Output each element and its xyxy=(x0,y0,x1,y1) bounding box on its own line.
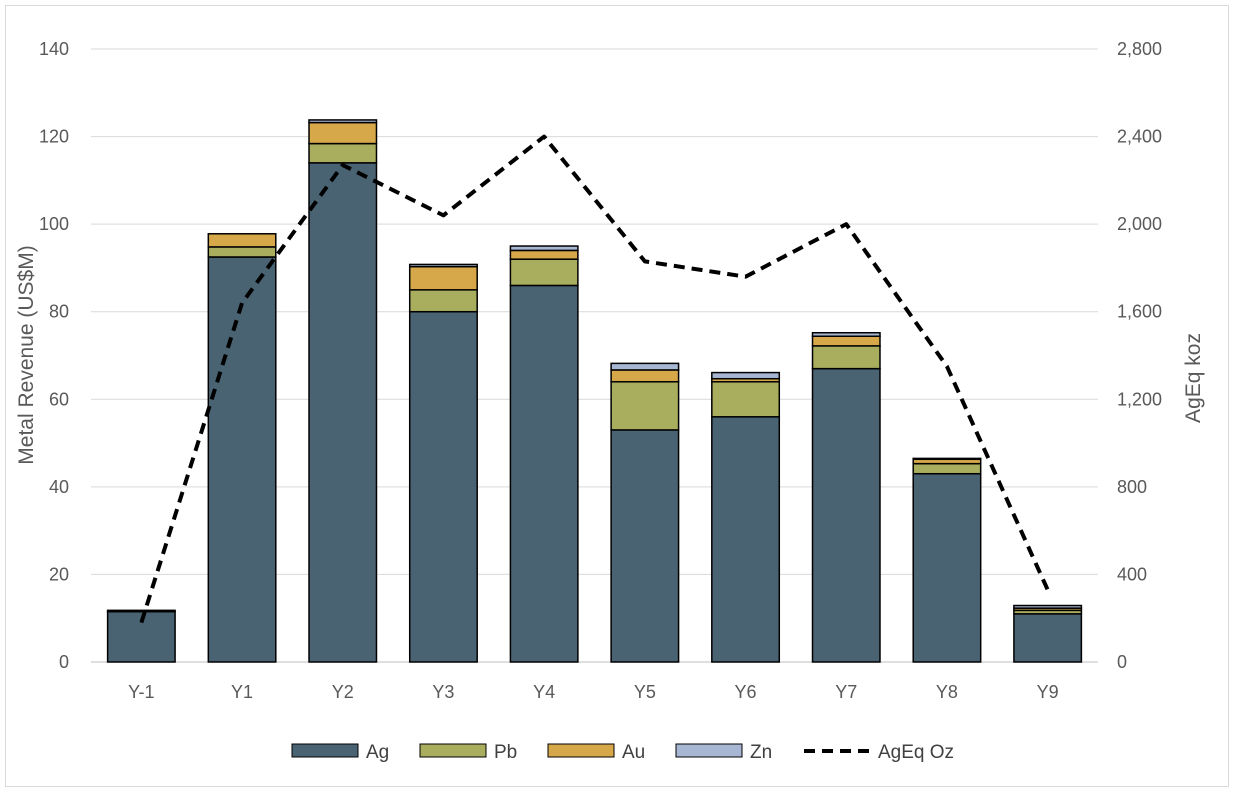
bar-zn-y2 xyxy=(308,119,378,124)
bar-pb-y8 xyxy=(912,462,982,475)
y-tick-label: 60 xyxy=(49,389,69,409)
bar-au-y1 xyxy=(207,233,277,248)
bar-ag-y3 xyxy=(408,310,478,663)
y2-axis-title: AgEq koz xyxy=(1182,333,1205,423)
bar-zn-y8 xyxy=(912,457,982,461)
bars xyxy=(106,119,1083,663)
y2-tick-label: 2,000 xyxy=(1117,214,1162,234)
legend-label-ageq: AgEq Oz xyxy=(878,742,954,763)
legend-label-zn: Zn xyxy=(750,742,772,763)
tick-labels: 0 20 40 60 80 100 120 140 0 400 800 1,200 1,600 2,000… xyxy=(39,39,1162,702)
bar-ag-y1 xyxy=(207,256,277,663)
legend-swatch-pb xyxy=(419,743,487,758)
y-axis-title: Metal Revenue (US$M) xyxy=(15,245,38,464)
agEq-line-layer xyxy=(139,134,1050,624)
y-tick-label: 0 xyxy=(59,652,69,672)
y2-tick-label: 2,400 xyxy=(1117,127,1162,147)
y-tick-label: 100 xyxy=(39,214,69,234)
bar-ag-y8 xyxy=(912,472,982,663)
y-tick-label: 20 xyxy=(49,564,69,584)
y2-tick-label: 1,200 xyxy=(1117,389,1162,409)
legend-swatch-zn xyxy=(675,743,743,758)
bar-ag-y5 xyxy=(610,429,680,663)
y-tick-label: 80 xyxy=(49,302,69,322)
y-tick-label: 40 xyxy=(49,477,69,497)
legend-swatch-ag xyxy=(291,743,359,758)
x-tick-label: Y2 xyxy=(332,682,354,702)
legend-label-pb: Pb xyxy=(494,742,517,763)
y2-tick-label: 2,800 xyxy=(1117,39,1162,59)
x-tick-label: Y1 xyxy=(231,682,253,702)
x-tick-label: Y7 xyxy=(835,682,857,702)
bar-zn-y9 xyxy=(1013,604,1083,609)
bar-ag-y2 xyxy=(308,162,378,663)
bar-pb-y6 xyxy=(711,381,781,418)
bar-pb-y5 xyxy=(610,381,680,431)
bar-au-y7 xyxy=(811,335,881,347)
x-tick-label: Y5 xyxy=(634,682,656,702)
bar-ag-y-1 xyxy=(106,610,176,663)
x-tick-label: Y6 xyxy=(735,682,757,702)
bar-pb-y2 xyxy=(308,142,378,164)
bar-pb-y3 xyxy=(408,289,478,313)
x-tick-label: Y4 xyxy=(533,682,555,702)
bar-zn-y6 xyxy=(711,371,781,380)
bar-zn-y7 xyxy=(811,331,881,337)
bar-zn-y3 xyxy=(408,263,478,268)
x-tick-label: Y9 xyxy=(1037,682,1059,702)
bar-au-y5 xyxy=(610,369,680,383)
y-tick-label: 120 xyxy=(39,127,69,147)
bar-pb-y4 xyxy=(509,258,579,287)
bar-au-y3 xyxy=(408,265,478,291)
x-tick-label: Y-1 xyxy=(128,682,154,702)
bar-zn-y5 xyxy=(610,362,680,371)
y2-tick-label: 800 xyxy=(1117,477,1147,497)
y2-tick-label: 400 xyxy=(1117,564,1147,584)
y2-tick-label: 1,600 xyxy=(1117,302,1162,322)
bar-au-y4 xyxy=(509,249,579,260)
legend: Ag Pb Au Zn AgEq Oz xyxy=(291,742,954,763)
legend-label-ag: Ag xyxy=(366,742,389,763)
agEq-line xyxy=(139,134,1050,624)
bar-pb-y7 xyxy=(811,345,881,370)
x-tick-label: Y3 xyxy=(432,682,454,702)
y2-tick-label: 0 xyxy=(1117,652,1127,672)
legend-swatch-au xyxy=(547,743,615,758)
chart-frame xyxy=(5,5,1229,787)
bar-zn-y4 xyxy=(509,245,579,252)
legend-label-au: Au xyxy=(622,742,645,763)
bar-pb-y1 xyxy=(207,246,277,258)
bar-ag-y7 xyxy=(811,367,881,663)
bar-au-y-1 xyxy=(106,609,176,613)
y-tick-label: 140 xyxy=(39,39,69,59)
x-tick-label: Y8 xyxy=(936,682,958,702)
bar-ag-y9 xyxy=(1013,613,1083,663)
bar-au-y2 xyxy=(308,121,378,145)
bar-ag-y4 xyxy=(509,284,579,663)
bar-ag-y6 xyxy=(711,416,781,663)
